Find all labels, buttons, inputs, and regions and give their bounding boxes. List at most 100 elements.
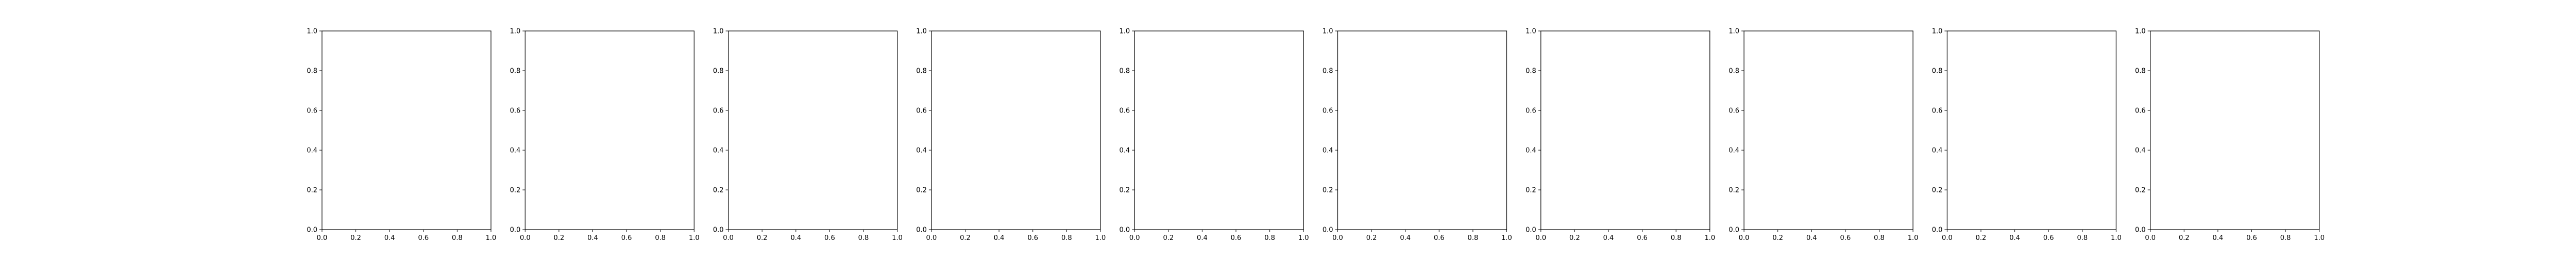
y-tick-label: 0.4: [1728, 147, 1739, 155]
x-tick-label: 1.0: [1704, 234, 1715, 242]
y-tick-label: 0.0: [916, 227, 927, 234]
y-tick-label: 0.4: [916, 147, 927, 155]
y-tick-label: 0.4: [510, 147, 521, 155]
x-tick-label: 0.4: [2213, 234, 2224, 242]
x-tick-label: 0.2: [1569, 234, 1580, 242]
x-tick-label: 0.6: [1231, 234, 1242, 242]
y-tick-label: 0.4: [1932, 147, 1943, 155]
y-tick-label: 1.0: [307, 28, 317, 36]
y-tick-label: 1.0: [713, 28, 724, 36]
y-tick-label: 0.8: [1526, 68, 1536, 75]
y-tick-label: 0.8: [510, 68, 521, 75]
y-tick-label: 0.6: [713, 107, 724, 115]
axes-frame: [524, 30, 694, 230]
x-tick-label: 0.6: [621, 234, 632, 242]
y-tick-label: 0.2: [1526, 187, 1536, 195]
y-tick-label: 0.6: [1120, 107, 1130, 115]
y-tick-label: 0.6: [1932, 107, 1943, 115]
x-tick-label: 0.6: [1434, 234, 1445, 242]
x-tick-label: 0.4: [1400, 234, 1411, 242]
x-tick-label: 0.0: [317, 234, 328, 242]
x-tick-label: 0.0: [2145, 234, 2156, 242]
y-tick-label: 1.0: [510, 28, 521, 36]
x-tick-label: 0.8: [858, 234, 869, 242]
y-tick-label: 0.2: [1120, 187, 1130, 195]
y-tick-label: 0.4: [2135, 147, 2146, 155]
subplot-5: 0.0 0.2 0.4 0.6 0.8 1.0 0.0 0.2 0.4 0.6 0.8 1.0: [1120, 28, 1309, 243]
x-tick-label: 0.4: [1603, 234, 1614, 242]
y-tick-label: 0.6: [916, 107, 927, 115]
y-tick-label: 1.0: [916, 28, 927, 36]
y-tick-label: 0.2: [2135, 187, 2146, 195]
x-tick-label: 1.0: [1908, 234, 1919, 242]
axes-frame: [321, 30, 492, 230]
x-tick-label: 0.8: [1671, 234, 1682, 242]
y-tick-label: 0.0: [510, 227, 521, 234]
axes-frame: [1337, 30, 1507, 230]
y-tick-label: 0.8: [2135, 68, 2146, 75]
subplot-4: 0.0 0.2 0.4 0.6 0.8 1.0 0.0 0.2 0.4 0.6 0.8 1.0: [916, 28, 1106, 243]
y-tick-label: 1.0: [1932, 28, 1943, 36]
x-tick-label: 0.0: [1129, 234, 1140, 242]
x-tick-label: 0.8: [1468, 234, 1479, 242]
y-tick-label: 0.4: [1323, 147, 1333, 155]
y-tick-label: 1.0: [1323, 28, 1333, 36]
y-tick-label: 0.8: [1120, 68, 1130, 75]
x-tick-label: 0.0: [926, 234, 937, 242]
y-tick-label: 0.8: [1932, 68, 1943, 75]
y-tick-label: 0.2: [307, 187, 317, 195]
y-tick-label: 0.6: [1323, 107, 1333, 115]
axes-frame: [931, 30, 1101, 230]
x-tick-label: 0.8: [1061, 234, 1072, 242]
subplot-8: 0.0 0.2 0.4 0.6 0.8 1.0 0.0 0.2 0.4 0.6 0.8 1.0: [1728, 28, 1918, 243]
x-tick-label: 0.8: [655, 234, 666, 242]
x-tick-label: 1.0: [2314, 234, 2325, 242]
y-tick-label: 0.0: [1728, 227, 1739, 234]
x-tick-label: 0.8: [2280, 234, 2291, 242]
y-tick-label: 0.8: [713, 68, 724, 75]
axes-frame: [1540, 30, 1710, 230]
y-tick-label: 0.2: [1932, 187, 1943, 195]
x-tick-label: 0.8: [452, 234, 463, 242]
y-tick-label: 0.0: [713, 227, 724, 234]
axes-frame: [1743, 30, 1913, 230]
axes-frame: [1134, 30, 1304, 230]
x-tick-label: 0.4: [587, 234, 598, 242]
y-tick-label: 0.2: [916, 187, 927, 195]
x-tick-label: 0.2: [1163, 234, 1174, 242]
x-tick-label: 0.0: [1739, 234, 1750, 242]
y-tick-label: 0.0: [307, 227, 317, 234]
y-tick-label: 0.2: [713, 187, 724, 195]
y-tick-label: 1.0: [1728, 28, 1739, 36]
y-tick-label: 0.2: [510, 187, 521, 195]
subplot-7: 0.0 0.2 0.4 0.6 0.8 1.0 0.0 0.2 0.4 0.6 0.8 1.0: [1526, 28, 1715, 243]
x-tick-label: 0.6: [418, 234, 429, 242]
x-tick-label: 1.0: [892, 234, 903, 242]
x-tick-label: 0.6: [2246, 234, 2257, 242]
x-tick-label: 0.0: [723, 234, 734, 242]
x-tick-label: 0.2: [1772, 234, 1783, 242]
y-tick-label: 0.8: [1323, 68, 1333, 75]
x-tick-label: 0.4: [790, 234, 801, 242]
subplot-10: 0.0 0.2 0.4 0.6 0.8 1.0 0.0 0.2 0.4 0.6 0.8 1.0: [2135, 28, 2325, 243]
y-tick-label: 0.6: [1526, 107, 1536, 115]
x-tick-label: 0.0: [520, 234, 531, 242]
x-tick-label: 0.4: [994, 234, 1005, 242]
x-tick-label: 0.6: [2043, 234, 2054, 242]
y-tick-label: 0.0: [1526, 227, 1536, 234]
x-tick-label: 0.2: [757, 234, 768, 242]
x-tick-label: 0.4: [2009, 234, 2020, 242]
y-tick-label: 0.6: [1728, 107, 1739, 115]
y-tick-label: 0.6: [307, 107, 317, 115]
axes-frame: [727, 30, 898, 230]
x-tick-label: 0.4: [384, 234, 395, 242]
x-tick-label: 0.4: [1197, 234, 1208, 242]
y-tick-label: 0.8: [916, 68, 927, 75]
x-tick-label: 1.0: [1298, 234, 1309, 242]
x-tick-label: 0.6: [1027, 234, 1038, 242]
x-tick-label: 0.0: [1332, 234, 1343, 242]
y-tick-label: 0.8: [307, 68, 317, 75]
x-tick-label: 0.8: [1874, 234, 1885, 242]
y-tick-label: 0.4: [307, 147, 317, 155]
